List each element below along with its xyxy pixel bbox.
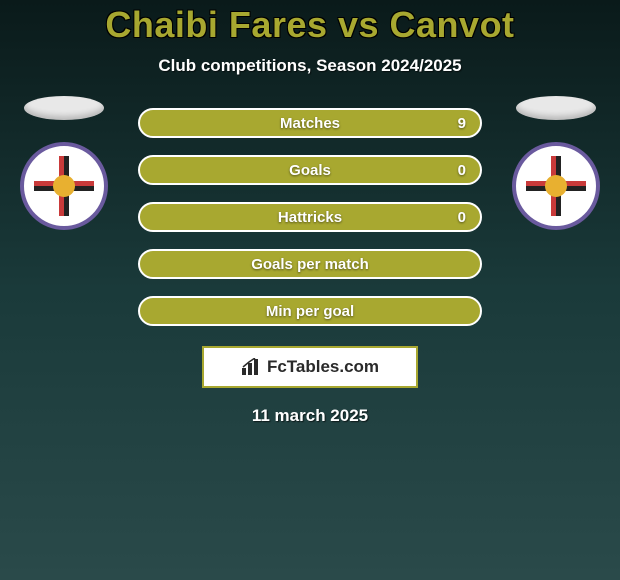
bar-chart-icon xyxy=(241,358,261,376)
footer-date: 11 march 2025 xyxy=(252,406,368,426)
club-center-icon xyxy=(53,175,75,197)
stat-label: Goals xyxy=(289,162,331,179)
brand-text: FcTables.com xyxy=(267,357,379,377)
club-logo-right xyxy=(512,142,600,230)
stat-bar-goals-per-match: Goals per match xyxy=(138,249,482,279)
club-center-icon xyxy=(545,175,567,197)
club-logo-left xyxy=(20,142,108,230)
stat-bar-min-per-goal: Min per goal xyxy=(138,296,482,326)
stat-bar-hattricks: Hattricks 0 xyxy=(138,202,482,232)
stat-label: Hattricks xyxy=(278,209,342,226)
stat-label: Goals per match xyxy=(251,256,369,273)
stat-bar-goals: Goals 0 xyxy=(138,155,482,185)
stat-bars: Matches 9 Goals 0 Hattricks 0 Goals per … xyxy=(138,108,482,326)
page-title: Chaibi Fares vs Canvot xyxy=(105,4,514,46)
player-left-column xyxy=(20,96,108,230)
club-logo-right-inner xyxy=(522,152,590,220)
stat-bar-matches: Matches 9 xyxy=(138,108,482,138)
club-logo-left-inner xyxy=(30,152,98,220)
player-left-placeholder-ellipse xyxy=(24,96,104,120)
stat-value: 0 xyxy=(458,209,466,226)
stat-value: 0 xyxy=(458,162,466,179)
stat-label: Min per goal xyxy=(266,303,354,320)
stats-area: Matches 9 Goals 0 Hattricks 0 Goals per … xyxy=(0,108,620,326)
stat-label: Matches xyxy=(280,115,340,132)
stat-value: 9 xyxy=(458,115,466,132)
player-right-placeholder-ellipse xyxy=(516,96,596,120)
page-subtitle: Club competitions, Season 2024/2025 xyxy=(158,56,461,76)
player-right-column xyxy=(512,96,600,230)
content-root: Chaibi Fares vs Canvot Club competitions… xyxy=(0,0,620,580)
brand-box[interactable]: FcTables.com xyxy=(202,346,418,388)
